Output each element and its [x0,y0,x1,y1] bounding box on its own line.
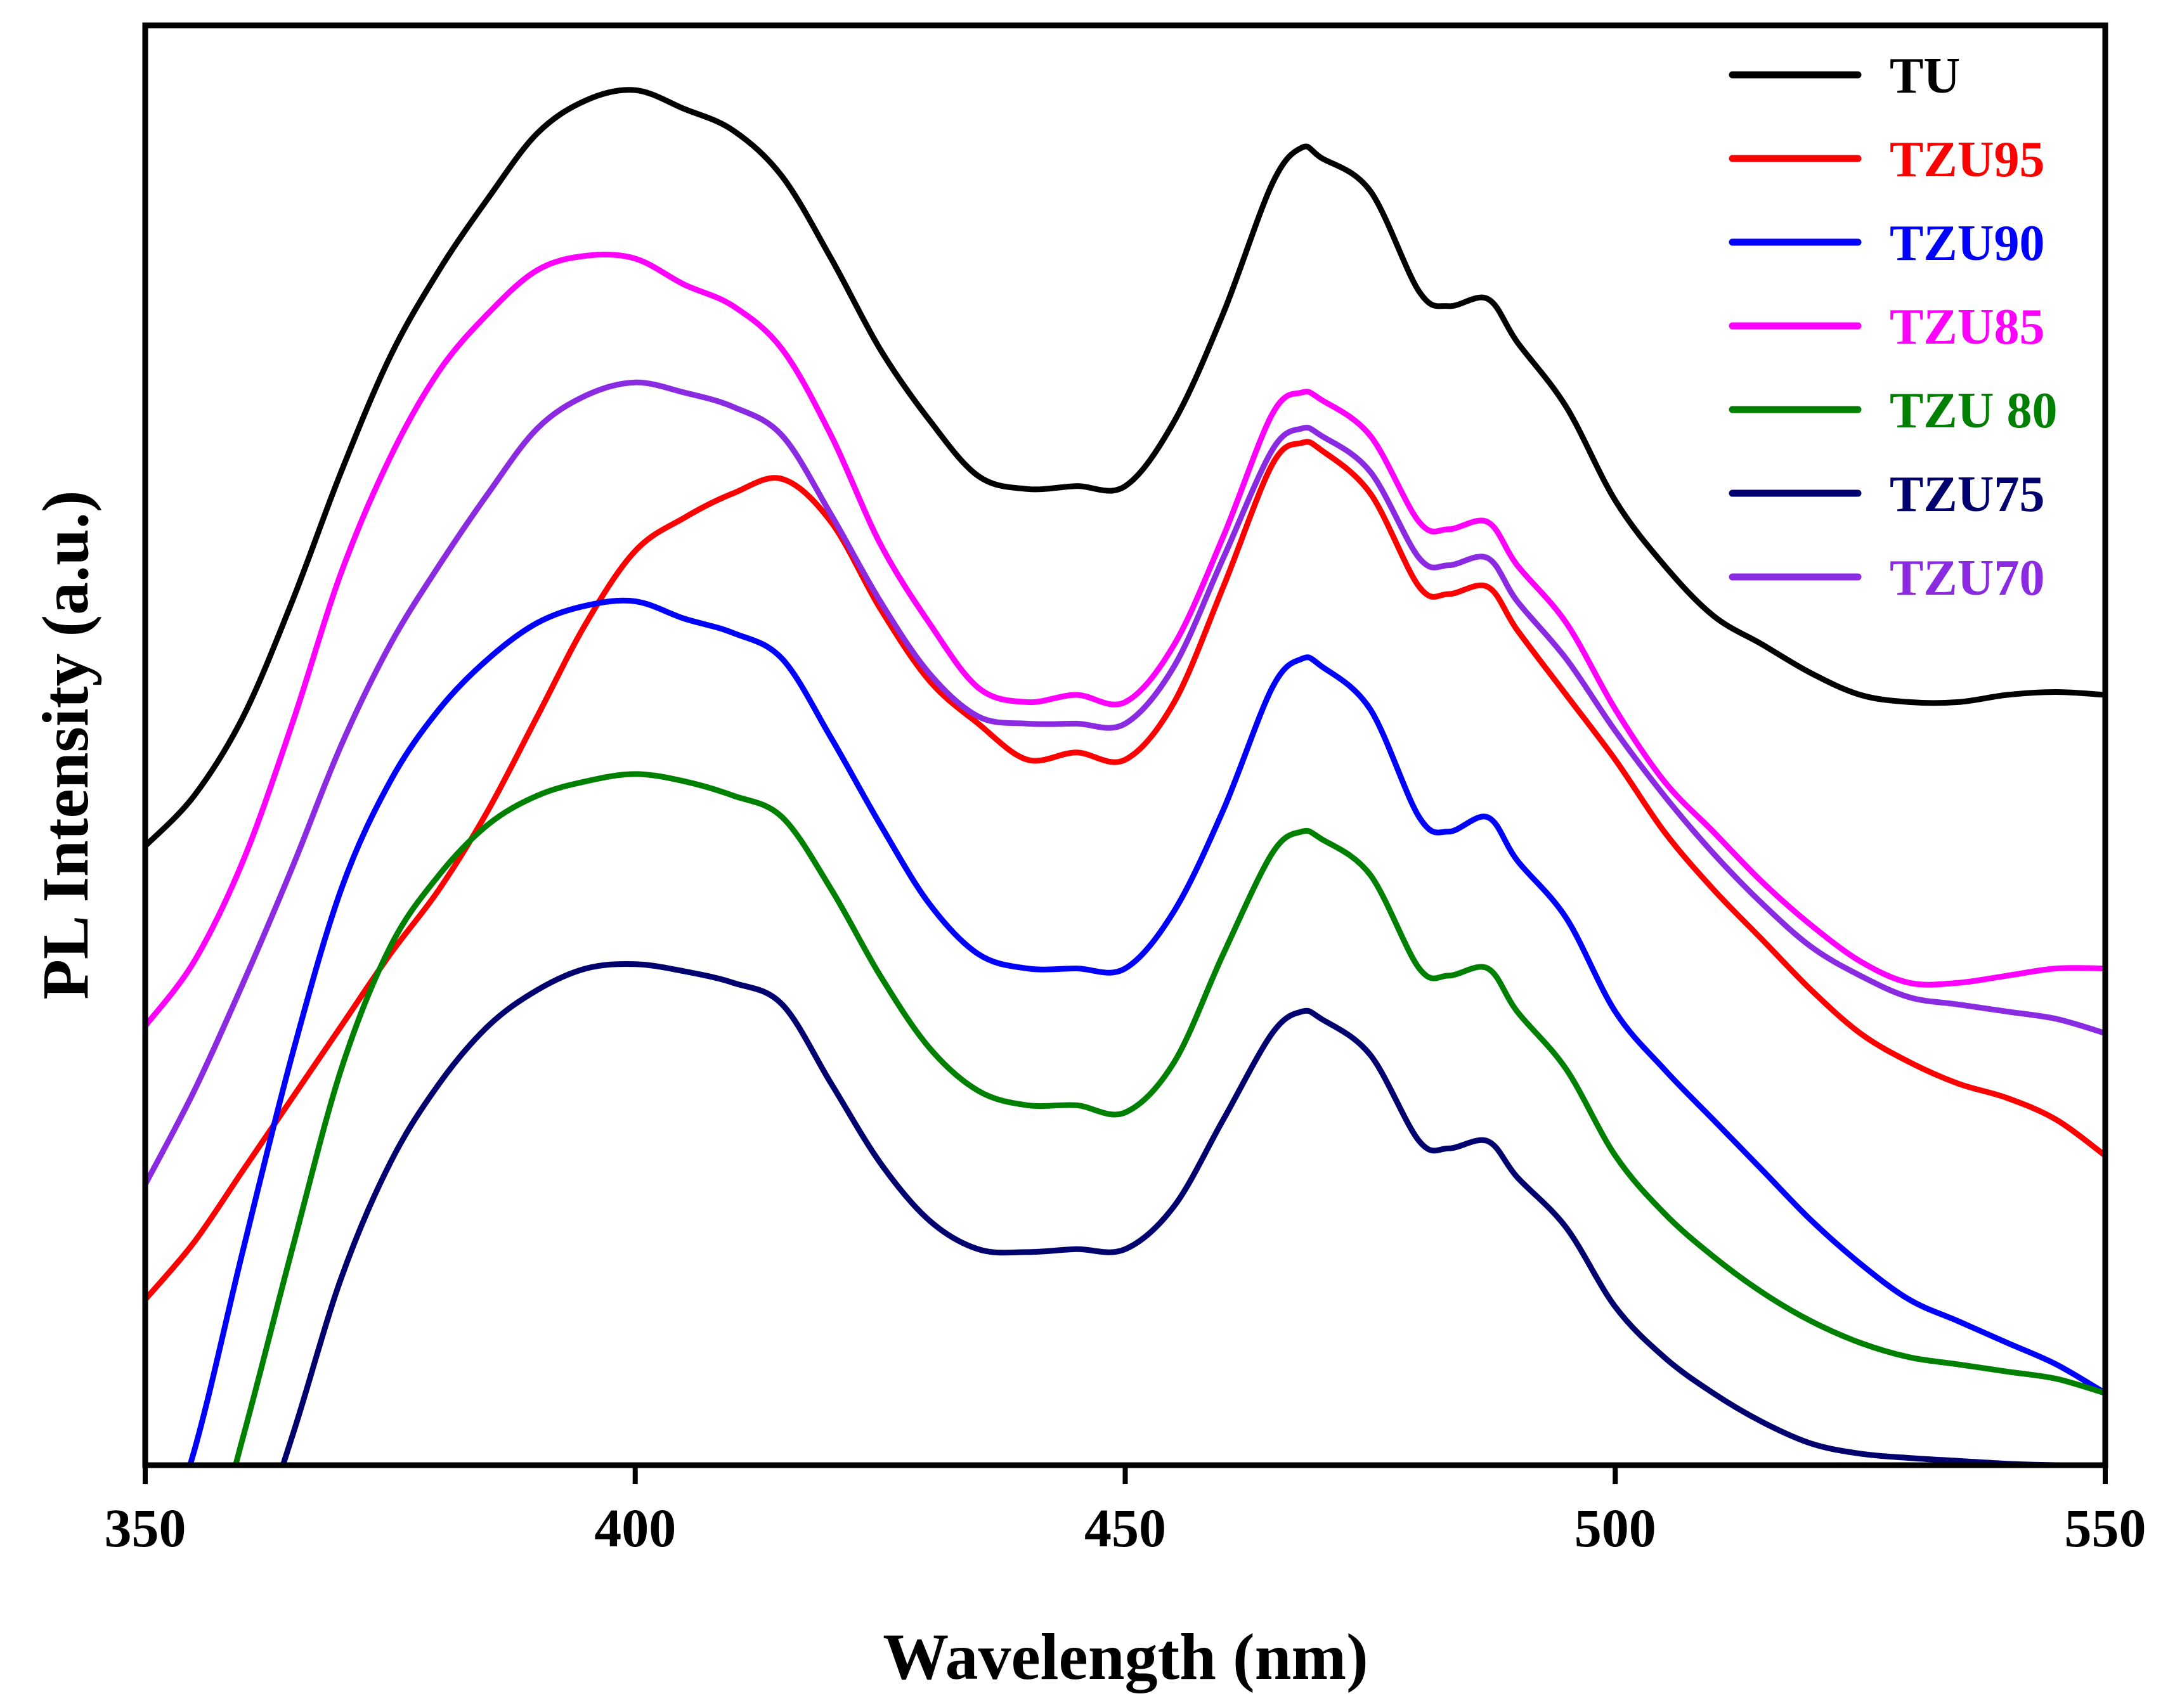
series-layer [145,87,2105,1465]
x-tick-label: 400 [594,1498,676,1558]
legend-label: TZU70 [1890,550,2045,606]
x-tick-label: 350 [105,1498,186,1558]
series-line-tzu90 [186,597,2105,1465]
series-line-tzu70 [145,379,2105,1187]
legend-label: TU [1890,48,1960,104]
x-axis-title: Wavelength (nm) [883,1621,1368,1693]
x-tick-label: 450 [1084,1498,1166,1558]
series-line-tu [145,87,2105,849]
legend-item-tzu95: TZU95 [1729,132,2045,188]
x-tick-label: 500 [1574,1498,1656,1558]
legend-label: TZU85 [1890,299,2045,355]
series-line-tzu75 [280,961,2105,1465]
legend-label: TZU 80 [1890,383,2058,439]
x-tick-label: 550 [2065,1498,2146,1558]
legend-item-tzu70: TZU70 [1729,550,2045,606]
legend-item-tzu85: TZU85 [1729,299,2045,355]
series-line-tzu-80 [232,771,2105,1465]
x-axis-ticks: 350 400 450 500 550 [105,1465,2146,1558]
legend-label: TZU95 [1890,132,2045,188]
legend: TU TZU95 TZU90 TZU85 TZU 80 TZU75 TZU70 [1729,48,2058,606]
legend-item-tzu75: TZU75 [1729,467,2045,522]
series-line-tzu85 [145,251,2105,1029]
y-axis-title: PL Intensity (a.u.) [29,490,102,999]
legend-item-tzu-80: TZU 80 [1729,383,2058,439]
legend-label: TZU90 [1890,216,2045,271]
legend-item-tu: TU [1729,48,1960,104]
legend-label: TZU75 [1890,467,2045,522]
legend-item-tzu90: TZU90 [1729,216,2045,271]
